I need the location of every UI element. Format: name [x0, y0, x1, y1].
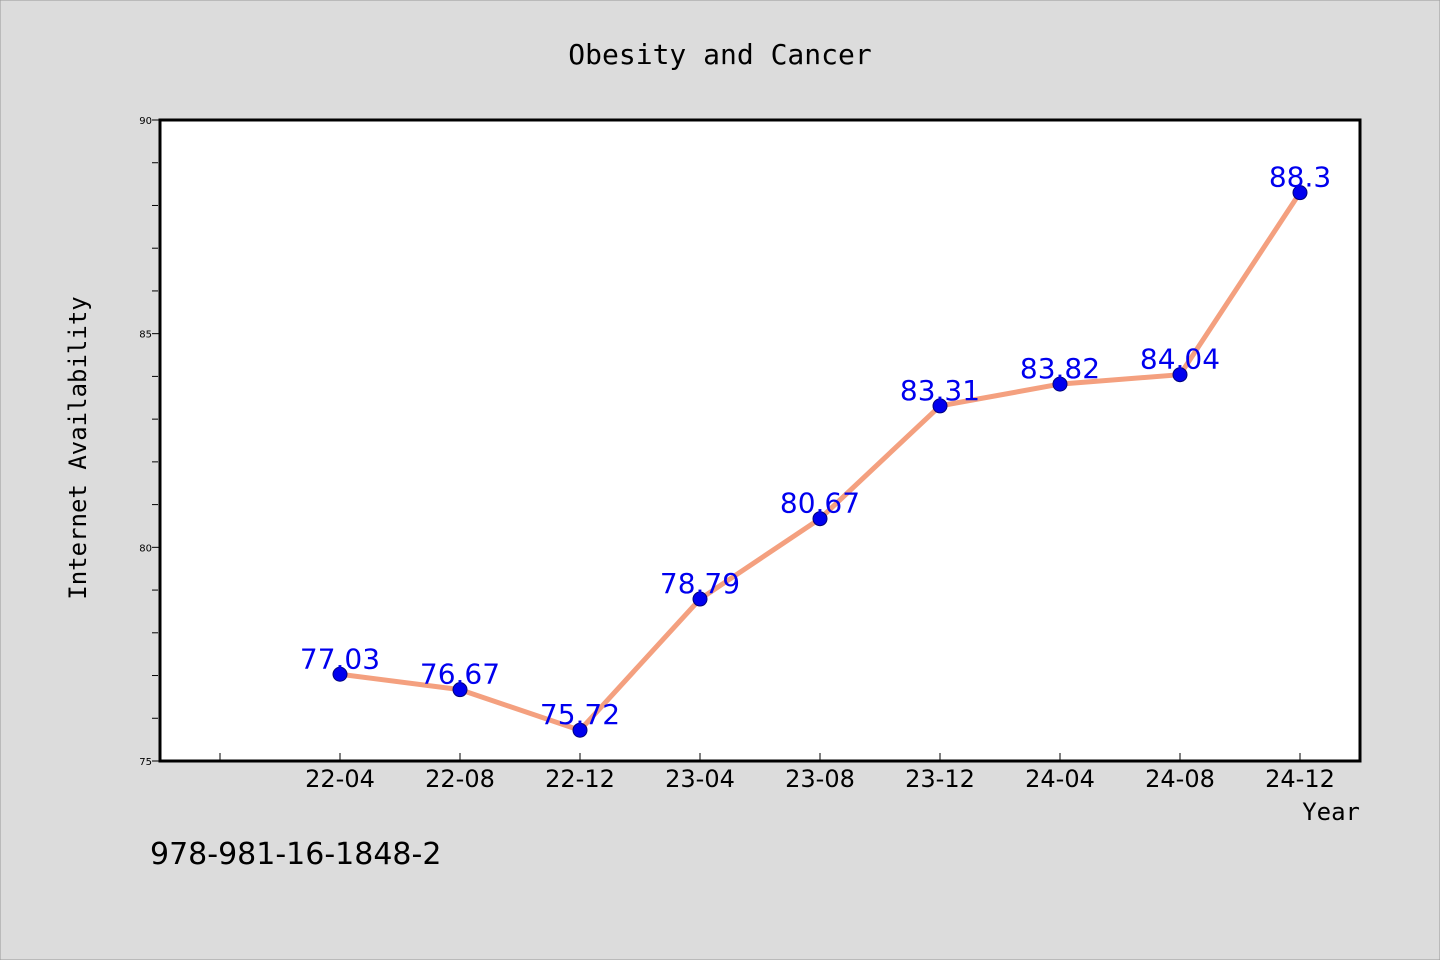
y-tick-label: 75: [139, 757, 152, 768]
data-point: [812, 511, 828, 527]
y-tick-label: 85: [139, 330, 152, 341]
data-point: [452, 682, 468, 698]
x-tick-label: 22-12: [545, 765, 615, 793]
data-label: 76.67: [420, 658, 500, 691]
y-tick-label: 90: [139, 116, 152, 127]
y-tick-label: 80: [139, 543, 152, 554]
x-tick-label: 23-04: [665, 765, 735, 793]
x-tick-label: 24-12: [1265, 765, 1335, 793]
data-label: 77.03: [300, 642, 380, 675]
data-point: [932, 398, 948, 414]
data-point: [1172, 367, 1188, 383]
data-point: [692, 591, 708, 607]
x-tick-label: 23-12: [905, 765, 975, 793]
x-tick-label: 22-08: [425, 765, 495, 793]
x-tick-label: 23-08: [785, 765, 855, 793]
data-label: 78.79: [660, 567, 740, 600]
plot-area: [158, 118, 1362, 763]
chart-title: Obesity and Cancer: [568, 38, 871, 71]
x-axis-label: Year: [1302, 798, 1360, 826]
data-label: 83.31: [900, 374, 980, 407]
data-label: 83.82: [1020, 352, 1100, 385]
y-minor-ticks: [152, 162, 158, 719]
y-axis-label: Internet Availability: [64, 296, 92, 599]
data-point: [1052, 376, 1068, 392]
data-point: [1292, 185, 1308, 201]
data-labels: 77.03 76.67 75.72 78.79 80.67 83.31 83.82 84.04…: [300, 161, 1331, 732]
data-label: 84.04: [1140, 343, 1220, 376]
data-label: 75.72: [540, 698, 620, 731]
data-point: [572, 722, 588, 738]
y-axis-ticks: 75 80 85 90: [139, 116, 160, 768]
data-label: 80.67: [780, 487, 860, 520]
footer-text: 978-981-16-1848-2: [150, 837, 441, 872]
x-tick-label: 24-04: [1025, 765, 1095, 793]
data-point: [332, 666, 348, 682]
series-markers: [332, 185, 1308, 738]
x-tick-label: 22-04: [305, 765, 375, 793]
data-label: 88.3: [1269, 161, 1331, 194]
x-tick-label: 24-08: [1145, 765, 1215, 793]
x-axis-ticks: 22-04 22-08 22-12 23-04 23-08 23-12 24-04 24-08…: [219, 753, 1335, 793]
